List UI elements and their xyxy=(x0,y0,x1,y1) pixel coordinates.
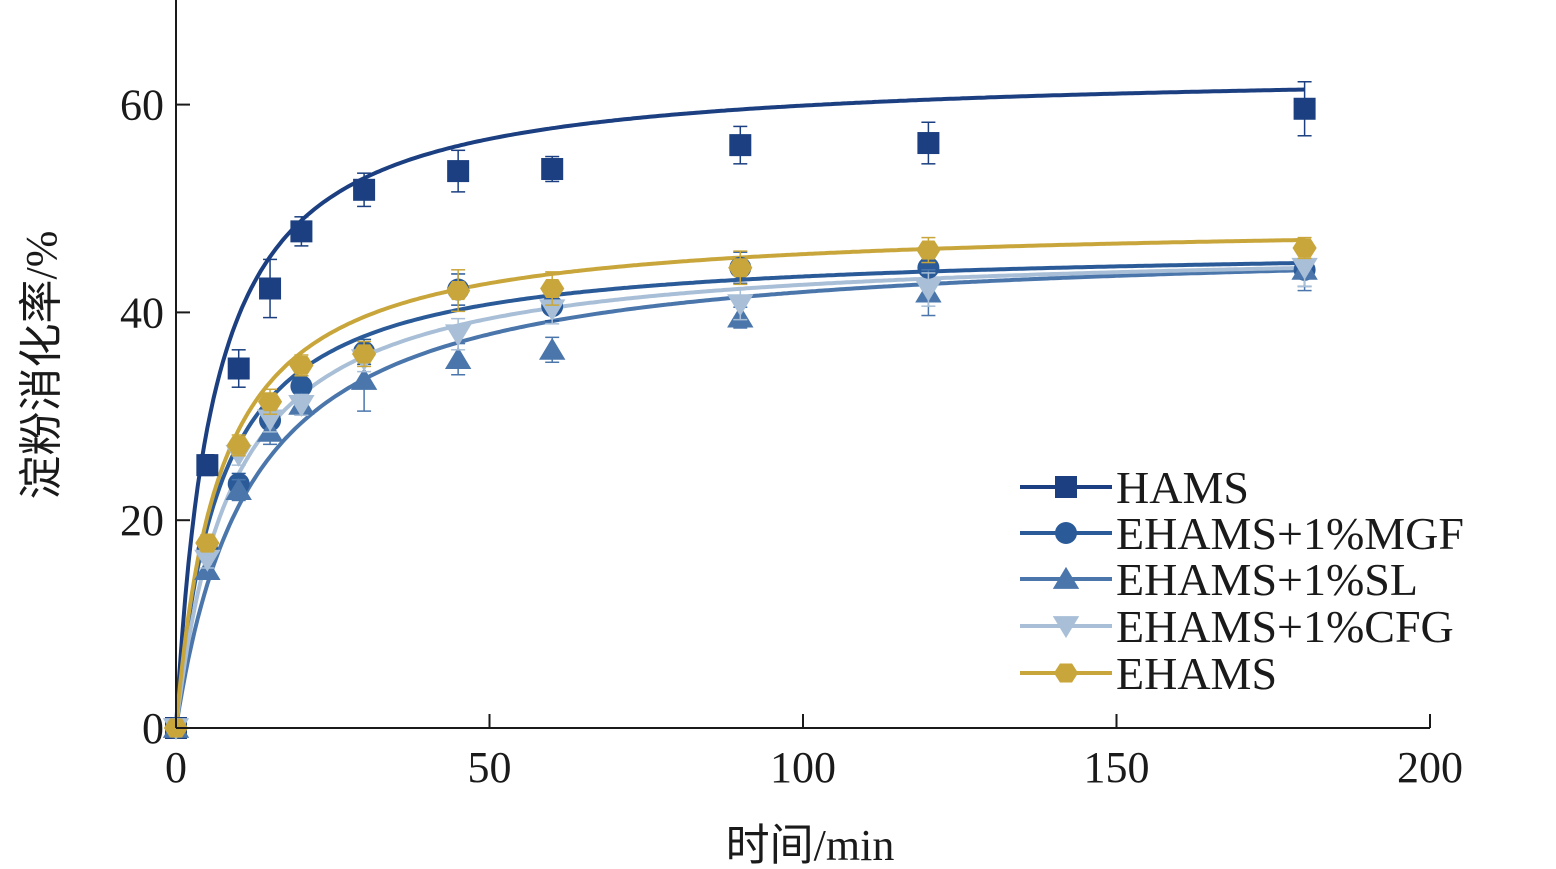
data-point-EHAMS+1%SL xyxy=(539,337,566,360)
data-point-HAMS xyxy=(1293,97,1316,120)
x-tick-label: 50 xyxy=(468,743,512,792)
x-tick-label: 0 xyxy=(165,743,187,792)
data-points xyxy=(162,80,1318,741)
x-tick-label: 100 xyxy=(770,743,836,792)
legend: HAMSEHAMS+1%MGFEHAMS+1%SLEHAMS+1%CFGEHAM… xyxy=(1020,462,1464,699)
y-tick-label: 40 xyxy=(120,288,164,337)
x-tick-label: 200 xyxy=(1397,743,1463,792)
data-point-HAMS xyxy=(729,134,752,157)
legend-marker xyxy=(1052,616,1080,639)
y-axis-label: 淀粉消化率/% xyxy=(17,231,66,500)
data-point-HAMS xyxy=(541,158,564,181)
legend-label: EHAMS+1%SL xyxy=(1116,554,1418,605)
data-point-EHAMS+1%CFG xyxy=(288,394,315,417)
y-tick-label: 0 xyxy=(142,704,164,753)
data-point-HAMS xyxy=(290,220,313,243)
data-point-EHAMS xyxy=(289,355,314,375)
data-point-EHAMS xyxy=(446,281,471,301)
legend-label: EHAMS xyxy=(1116,648,1277,699)
data-point-EHAMS xyxy=(728,258,753,278)
x-axis-label: 时间/min xyxy=(726,821,895,869)
data-point-EHAMS xyxy=(195,533,220,553)
data-point-EHAMS xyxy=(226,435,251,455)
data-point-HAMS xyxy=(259,277,282,300)
legend-marker xyxy=(1055,476,1077,498)
data-point-EHAMS xyxy=(916,240,941,260)
data-point-EHAMS+1%MGF xyxy=(290,375,313,398)
data-point-EHAMS+1%CFG xyxy=(444,324,472,347)
data-point-EHAMS+1%CFG xyxy=(727,294,754,317)
data-point-EHAMS+1%CFG xyxy=(194,549,221,572)
legend-label: HAMS xyxy=(1116,462,1249,513)
data-point-EHAMS+1%SL xyxy=(225,477,252,500)
x-tick-label: 150 xyxy=(1084,743,1150,792)
data-point-HAMS xyxy=(917,132,940,155)
y-tick-label: 60 xyxy=(120,81,164,130)
y-tick-label: 20 xyxy=(120,496,164,545)
legend-marker xyxy=(1053,663,1079,683)
data-point-HAMS xyxy=(353,178,376,201)
data-point-HAMS xyxy=(227,357,250,380)
legend-marker xyxy=(1052,566,1080,589)
data-point-EHAMS xyxy=(1292,238,1317,258)
data-point-HAMS xyxy=(196,454,219,477)
data-point-EHAMS+1%CFG xyxy=(915,279,942,302)
axes: 0 50 100 150 200 0 20 40 60 xyxy=(120,0,1463,792)
data-point-EHAMS+1%SL xyxy=(444,347,472,370)
legend-label: EHAMS+1%CFG xyxy=(1116,601,1454,652)
legend-label: EHAMS+1%MGF xyxy=(1116,508,1464,559)
data-point-EHAMS xyxy=(257,392,283,412)
data-point-EHAMS+1%CFG xyxy=(1291,257,1318,280)
data-point-EHAMS xyxy=(352,344,377,364)
data-point-EHAMS+1%SL xyxy=(350,367,378,390)
data-point-EHAMS+1%CFG xyxy=(256,409,284,432)
data-point-EHAMS xyxy=(540,278,565,299)
data-point-HAMS xyxy=(447,160,470,183)
legend-marker xyxy=(1055,522,1077,544)
